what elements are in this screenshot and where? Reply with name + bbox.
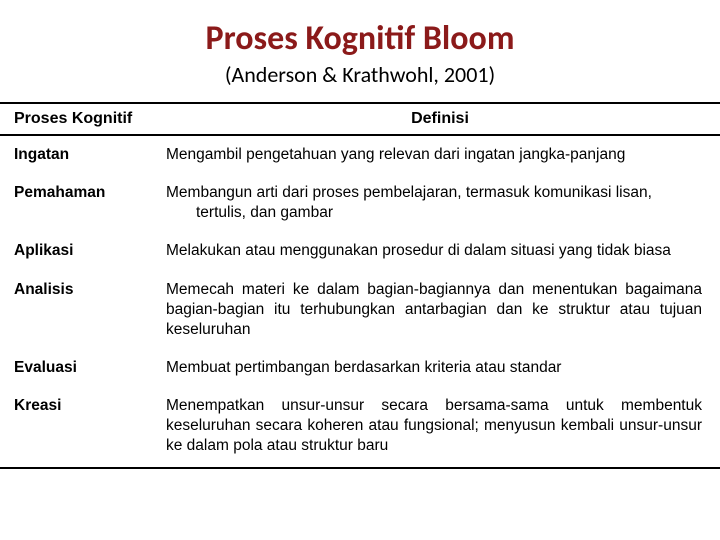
definition-cell: Memecah materi ke dalam bagian-bagiannya… — [160, 271, 720, 349]
table-header-row: Proses Kognitif Definisi — [0, 103, 720, 135]
definition-text: Memecah materi ke dalam bagian-bagiannya… — [166, 280, 702, 340]
table-row: Analisis Memecah materi ke dalam bagian-… — [0, 271, 720, 349]
process-cell: Ingatan — [0, 135, 160, 174]
process-cell: Kreasi — [0, 387, 160, 467]
process-cell: Analisis — [0, 271, 160, 349]
table-row: Evaluasi Membuat pertimbangan berdasarka… — [0, 349, 720, 387]
definition-text: Menempatkan unsur-unsur secara bersama-s… — [166, 396, 702, 456]
definition-text: Melakukan atau menggunakan prosedur di d… — [166, 241, 702, 261]
process-cell: Aplikasi — [0, 232, 160, 270]
table-row: Ingatan Mengambil pengetahuan yang relev… — [0, 135, 720, 174]
table-row: Kreasi Menempatkan unsur-unsur secara be… — [0, 387, 720, 467]
definition-cell: Melakukan atau menggunakan prosedur di d… — [160, 232, 720, 270]
definition-cell: Mengambil pengetahuan yang relevan dari … — [160, 135, 720, 174]
slide: Proses Kognitif Bloom (Anderson & Krathw… — [0, 0, 720, 540]
column-header-definition: Definisi — [160, 103, 720, 135]
definition-cell: Membuat pertimbangan berdasarkan kriteri… — [160, 349, 720, 387]
table-row: Aplikasi Melakukan atau menggunakan pros… — [0, 232, 720, 270]
table-row: Pemahaman Membangun arti dari proses pem… — [0, 174, 720, 232]
definition-cell: Membangun arti dari proses pembelajaran,… — [160, 174, 720, 232]
process-cell: Pemahaman — [0, 174, 160, 232]
process-cell: Evaluasi — [0, 349, 160, 387]
cognitive-process-table: Proses Kognitif Definisi Ingatan Mengamb… — [0, 102, 720, 469]
column-header-process: Proses Kognitif — [0, 103, 160, 135]
definition-text: Membangun arti dari proses pembelajaran,… — [166, 183, 702, 223]
slide-title: Proses Kognitif Bloom — [0, 18, 720, 59]
table-body: Ingatan Mengambil pengetahuan yang relev… — [0, 135, 720, 468]
definition-text: Mengambil pengetahuan yang relevan dari … — [166, 145, 702, 165]
definition-cell: Menempatkan unsur-unsur secara bersama-s… — [160, 387, 720, 467]
slide-subtitle: (Anderson & Krathwohl, 2001) — [0, 61, 720, 88]
